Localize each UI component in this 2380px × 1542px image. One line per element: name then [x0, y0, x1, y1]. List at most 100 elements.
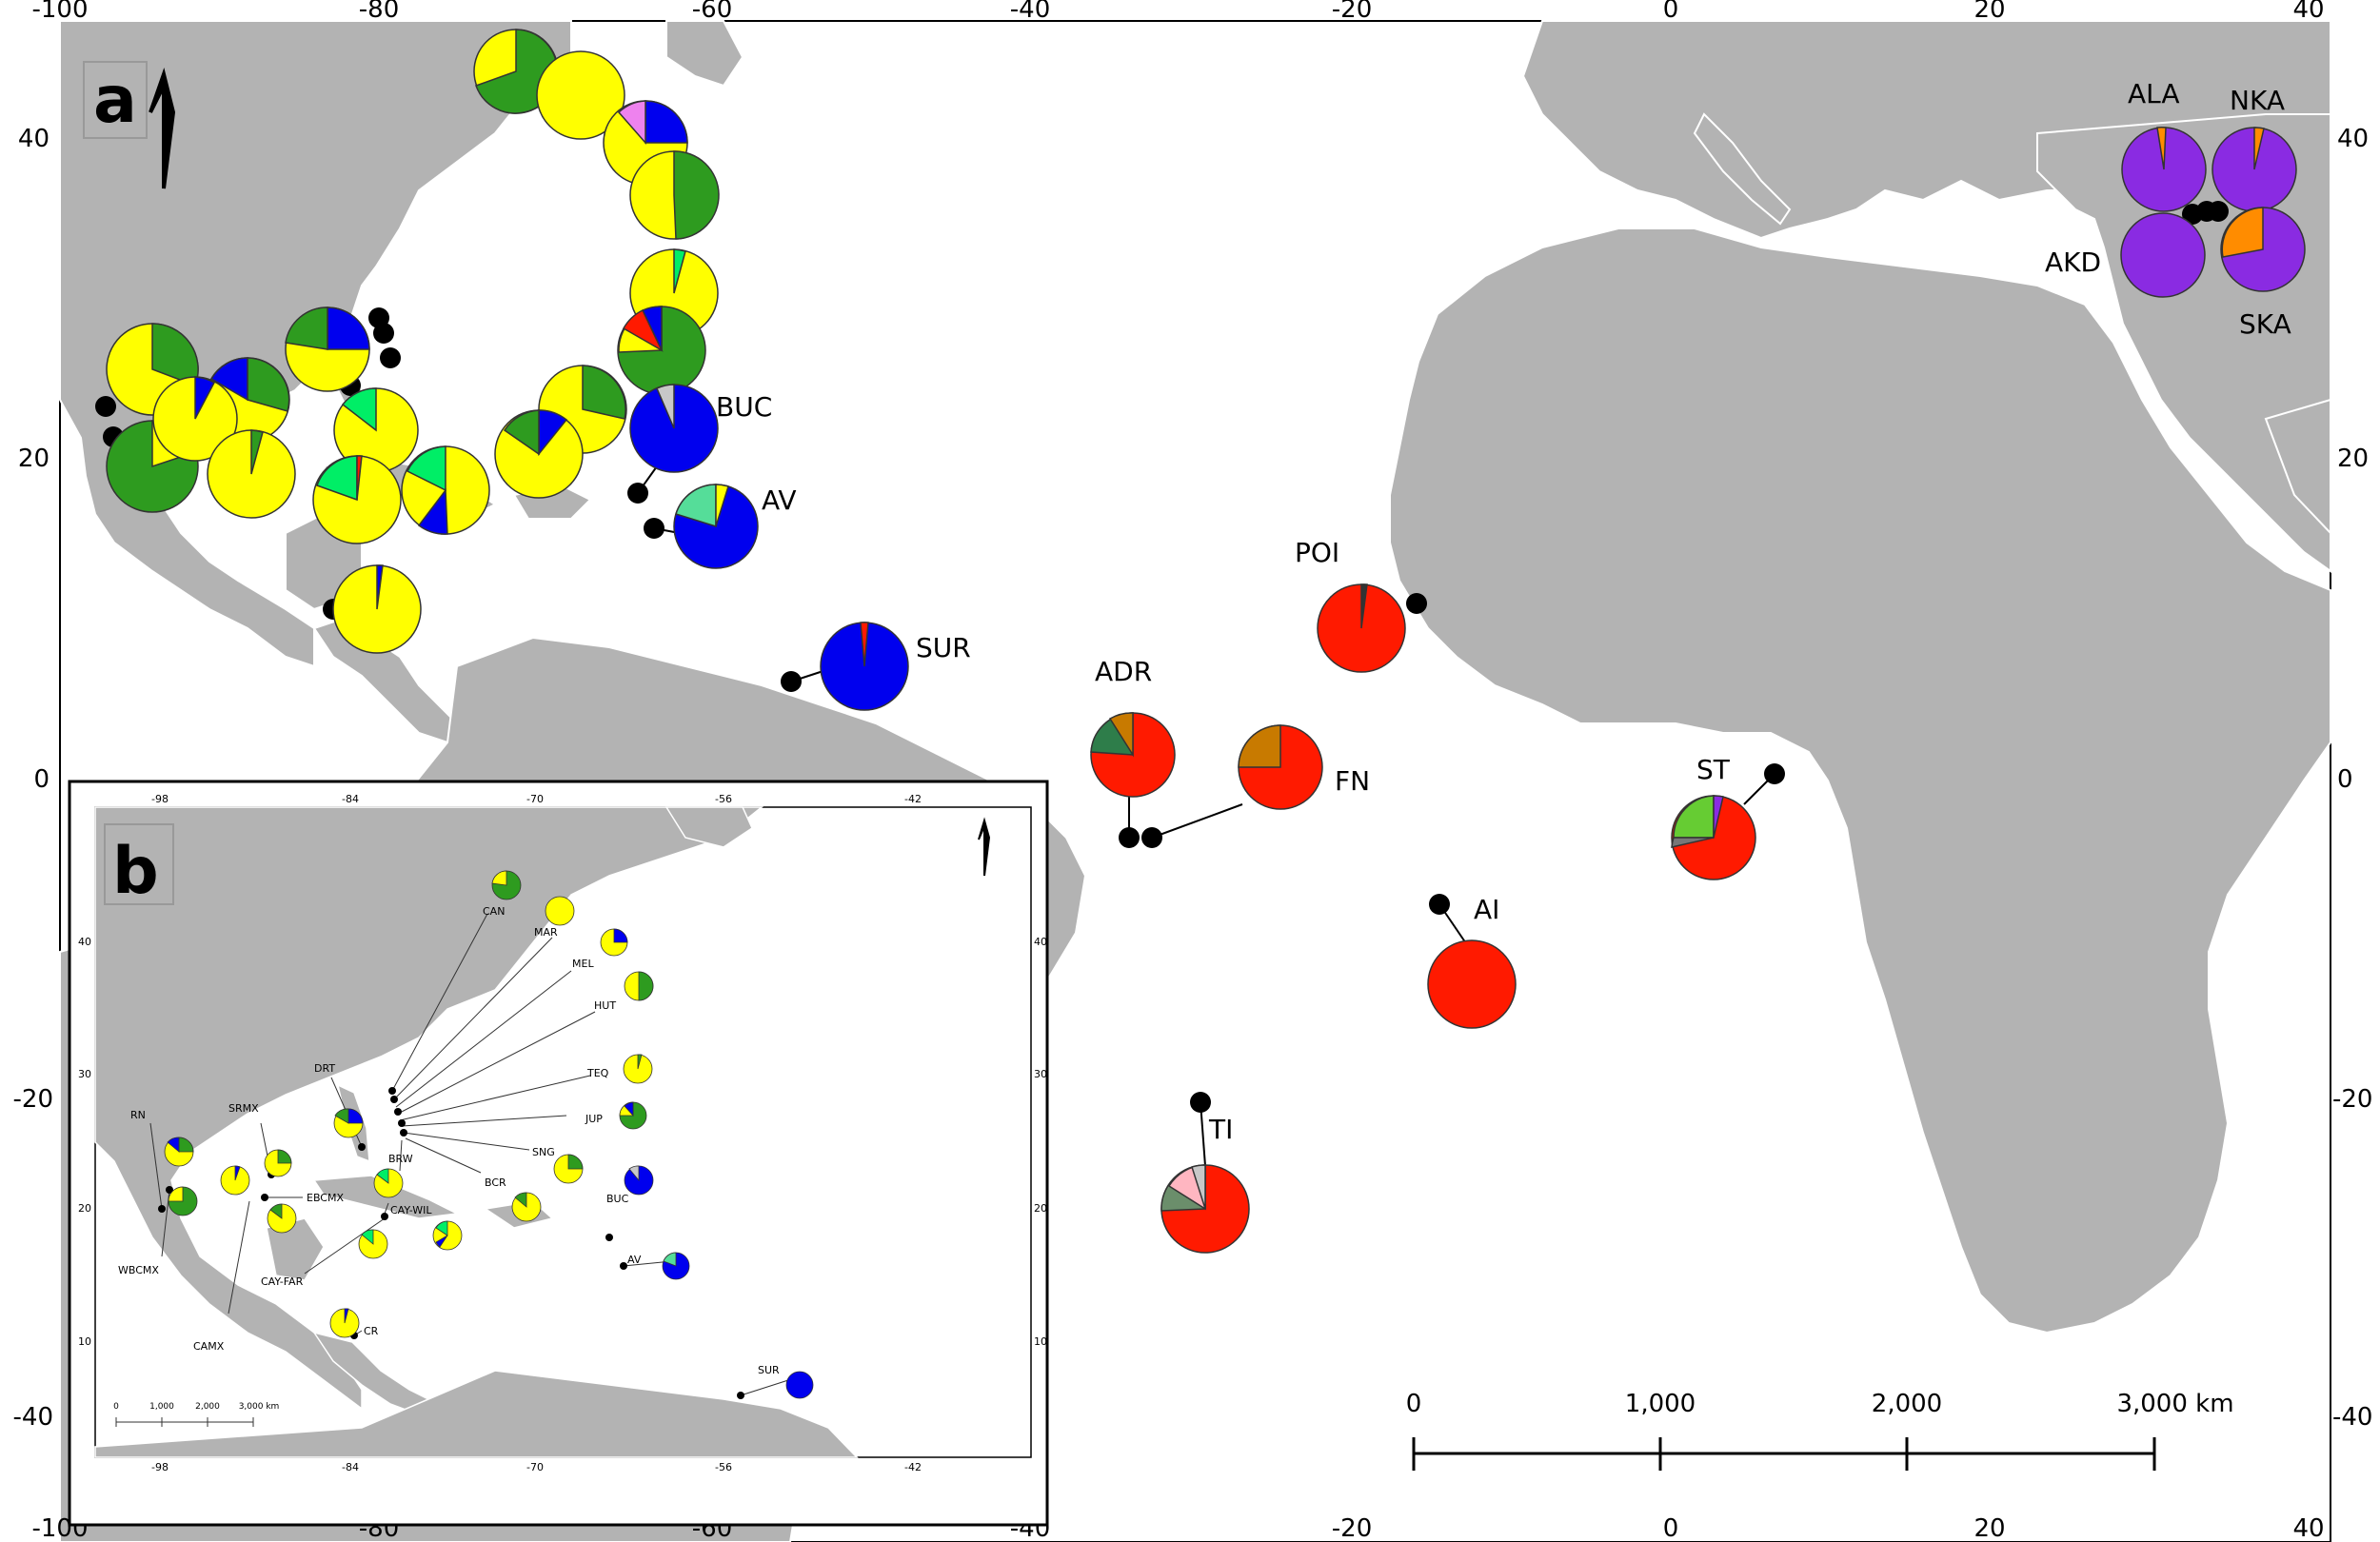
site-label: JUP	[585, 1113, 603, 1125]
pie-slice	[613, 928, 628, 943]
pie-slice	[617, 100, 646, 145]
site-label: WBCMX	[118, 1264, 159, 1276]
site-dot	[1406, 593, 1427, 614]
pie-slice	[435, 1235, 448, 1248]
pie-slice	[334, 1108, 349, 1124]
top-axis: -100 -80 -60 -40 -20 0 20 40	[31, 0, 2324, 24]
pie-slice	[1427, 939, 1517, 1029]
pie-chart	[220, 1165, 250, 1196]
y-tick-label: 0	[33, 765, 50, 794]
site-label: BUC	[606, 1193, 629, 1205]
pie-slice	[277, 1149, 292, 1164]
pie-slice	[1713, 795, 1724, 839]
x-tick-label: -60	[692, 0, 732, 24]
leader-line	[403, 1132, 530, 1151]
y-tick-label: -20	[13, 1085, 53, 1114]
leader-line	[740, 1379, 789, 1396]
pie-chart	[624, 971, 654, 1001]
leader-line	[391, 913, 488, 1092]
x-tick-label: -70	[526, 793, 544, 805]
site-dot	[388, 1087, 396, 1095]
pie-slice	[1360, 583, 1368, 629]
x-tick-label: -84	[342, 793, 359, 805]
pie-slice	[1673, 795, 1715, 839]
pie-chart	[358, 1229, 388, 1259]
pie-slice	[645, 100, 688, 144]
pie-slice	[247, 357, 290, 412]
pie-slice	[1191, 1164, 1206, 1210]
pie-slice	[356, 455, 363, 501]
site-dot	[2208, 201, 2229, 222]
site-dot	[381, 1213, 388, 1220]
pie-slice	[250, 429, 264, 475]
pie-slice	[503, 409, 540, 456]
pie-chart	[168, 1186, 198, 1216]
site-dot	[358, 1143, 366, 1151]
y-tick-label: 20	[1034, 1202, 1047, 1215]
pie-chart	[2220, 207, 2306, 292]
y-tick-label: -40	[2332, 1403, 2372, 1432]
leader-line	[149, 1122, 163, 1210]
panel-a-label: a	[93, 63, 137, 138]
site-label: TI	[1208, 1114, 1233, 1145]
pie-slice	[638, 971, 654, 1001]
left-axis: 40 20 0 -20 -40	[13, 125, 53, 1432]
pie-slice	[2156, 127, 2167, 170]
site-label: SUR	[758, 1364, 780, 1376]
site-label: AKD	[2045, 247, 2101, 278]
y-tick-label: 40	[2337, 125, 2369, 153]
site-label: RN	[130, 1109, 146, 1121]
leader-line	[401, 1115, 567, 1127]
pie-charts	[106, 29, 2306, 1254]
pie-chart	[600, 928, 628, 957]
x-tick-label: 40	[2292, 0, 2324, 24]
site-label: BUC	[716, 391, 772, 423]
pie-slice	[1108, 712, 1134, 758]
inset-bottom-axis: -98 -84 -70 -56 -42	[151, 1461, 922, 1473]
inset-top-axis: -98 -84 -70 -56 -42	[151, 793, 922, 805]
x-tick-label: -42	[904, 793, 922, 805]
pie-slice	[663, 1252, 677, 1267]
x-tick-label: -20	[1332, 0, 1372, 24]
pie-chart	[373, 1168, 404, 1198]
site-labels: BUC AV SUR POI ADR FN AI TI ST ALA NKA A…	[716, 78, 2291, 1145]
pie-chart	[333, 1108, 364, 1138]
pie-slice	[2221, 207, 2264, 258]
pie-slice	[344, 1308, 349, 1324]
inset-leader-lines	[149, 913, 789, 1396]
landmass-yucatan	[266, 1217, 325, 1281]
pie-chart	[624, 1165, 654, 1196]
scale-bar-label: 0	[1406, 1390, 1422, 1418]
x-tick-label: -70	[526, 1461, 544, 1473]
landmass-italy	[1693, 112, 1792, 226]
pie-slice	[376, 564, 384, 610]
pie-slice	[327, 306, 370, 350]
pie-chart	[329, 1308, 360, 1338]
y-tick-label: 30	[1034, 1068, 1047, 1080]
inset-scale-bar-labels: 0 1,000 2,000 3,000 km	[113, 1402, 279, 1412]
pie-slice	[194, 376, 215, 420]
pie-slice	[1671, 837, 1715, 848]
pie-chart	[673, 484, 759, 569]
pie-chart	[511, 1192, 542, 1222]
pie-slice	[675, 484, 717, 528]
y-tick-label: 40	[78, 936, 91, 948]
site-label: FN	[1335, 765, 1370, 797]
pie-chart	[207, 429, 296, 519]
landmass-nova-scotia	[665, 20, 744, 88]
site-label: CAMX	[193, 1340, 225, 1353]
leader-line	[228, 1200, 250, 1315]
pie-chart	[2120, 212, 2206, 298]
scale-bar-label: 2,000	[195, 1402, 220, 1412]
x-tick-label: -56	[715, 1461, 732, 1473]
pie-slice	[545, 896, 575, 926]
site-label: CAY-WIL	[390, 1204, 432, 1216]
site-label: CAY-FAR	[261, 1275, 304, 1288]
x-tick-label: -56	[715, 793, 732, 805]
pie-chart	[264, 1149, 292, 1177]
pie-chart	[1090, 712, 1176, 798]
site-dot	[400, 1129, 407, 1137]
leader-line	[1743, 773, 1775, 805]
y-tick-label: 20	[18, 445, 50, 473]
